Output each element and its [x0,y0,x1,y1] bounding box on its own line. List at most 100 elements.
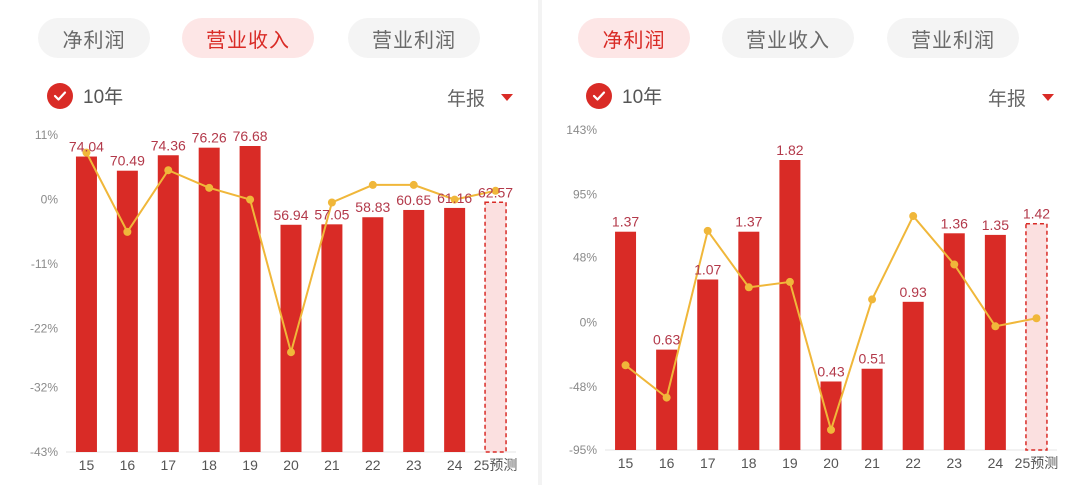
ten-year-toggle[interactable]: 10年 [586,82,662,109]
x-tick-label: 24 [447,457,463,473]
revenue-chart: 11% 0% -11% -22% -32% -43% 74.04 70.49 74.36 76.2… [30,128,518,473]
panel-revenue: 净利润 营业收入 营业利润 10年 年报 11% 0% -11% -22% -32% -4… [0,0,535,485]
bar-value-label: 76.68 [233,128,268,144]
net-profit-chart: 143% 95% 48% 0% -48% -95% 1.37 0.63 1.07 1.37 1.82… [566,123,1059,471]
x-tick-label: 24 [988,455,1004,471]
bar-value-label: 74.04 [69,139,104,155]
x-tick-label: 25预测 [1015,455,1059,471]
bar [403,209,425,452]
bar-value-label: 1.42 [1023,206,1050,222]
bar-value-label: 1.36 [941,215,968,231]
ten-year-label: 10年 [83,87,124,108]
x-tick-label: 20 [823,455,839,471]
x-tick-label: 21 [864,455,880,471]
chevron-down-icon [501,94,514,101]
growth-point [827,425,835,434]
x-tick-label: 15 [79,457,95,473]
period-select[interactable]: 年报 [447,84,514,111]
bar [157,155,179,452]
period-label: 年报 [447,89,486,110]
growth-point [662,393,671,402]
period-label: 年报 [988,89,1027,110]
growth-point [368,180,377,189]
x-tick-label: 18 [741,455,757,471]
growth-point [491,186,500,195]
growth-point [950,260,959,269]
x-tick-label: 19 [782,455,798,471]
x-tick-label: 19 [242,457,258,473]
bar [943,233,965,450]
x-tick-label: 22 [905,455,921,471]
growth-point [991,322,1000,331]
x-tick-label: 23 [406,457,422,473]
period-select[interactable]: 年报 [988,84,1055,111]
x-tick-label: 21 [324,457,340,473]
growth-point [246,195,255,204]
x-tick-label: 16 [120,457,136,473]
growth-point [205,183,214,192]
bar [861,368,883,450]
y-tick-label: -22% [30,322,58,336]
x-tick-label: 15 [618,455,634,471]
x-tick-label: 22 [365,457,381,473]
bar-value-label: 76.26 [192,130,227,146]
bar [116,170,138,452]
growth-point [82,148,91,157]
bar-value-label: 1.07 [694,262,721,278]
x-tick-label: 25预测 [474,457,518,473]
y-tick-label: -43% [30,445,58,459]
bar [239,146,261,452]
growth-point [164,166,173,175]
y-tick-label: -95% [569,443,597,457]
growth-point [287,348,295,357]
bar [321,224,343,452]
bar [902,301,924,450]
bar [697,279,719,450]
chevron-down-icon [1042,94,1055,101]
bar-value-label: 0.63 [653,332,680,348]
bar [444,207,466,452]
bar-value-label: 70.49 [110,153,145,169]
bar-value-label: 56.94 [273,207,308,223]
tab-operating-profit[interactable]: 营业利润 [887,18,1019,58]
x-tick-label: 23 [946,455,962,471]
bar [820,381,842,450]
bar-value-label: 0.93 [900,284,927,300]
bar-value-label: 57.05 [314,206,349,222]
bar [280,224,302,452]
bar [615,231,637,450]
growth-point [123,227,132,236]
x-tick-label: 20 [283,457,299,473]
growth-point [744,283,753,292]
tab-net-profit[interactable]: 净利润 [578,18,690,58]
y-tick-label: 0% [580,315,598,329]
growth-point [909,212,918,221]
growth-point [450,195,459,204]
panel-net-profit: 净利润 营业收入 营业利润 10年 年报 143% 95% 48% 0% -48% -95… [545,0,1080,485]
growth-point [703,226,712,235]
forecast-bar [1025,222,1048,451]
bar [738,231,760,450]
tab-revenue[interactable]: 营业收入 [722,18,854,58]
bar-value-label: 62.57 [478,184,513,200]
growth-point [409,180,418,189]
y-tick-label: 95% [573,188,597,202]
growth-point [1032,314,1041,323]
tab-operating-profit[interactable]: 营业利润 [348,18,480,58]
ten-year-toggle[interactable]: 10年 [47,82,123,109]
bar-value-label: 1.82 [776,142,803,158]
bar-value-label: 0.43 [817,363,844,379]
y-tick-label: 48% [573,251,597,265]
bar-value-label: 60.65 [396,192,431,208]
tab-revenue[interactable]: 营业收入 [182,18,314,58]
forecast-bar [484,201,507,453]
tab-net-profit[interactable]: 净利润 [38,18,150,58]
y-tick-label: 11% [35,128,58,142]
growth-point [785,277,794,286]
bar-value-label: 74.36 [151,137,186,153]
ten-year-label: 10年 [622,87,663,108]
bar-value-label: 0.51 [858,351,885,367]
panel-divider [538,0,542,485]
x-tick-label: 17 [160,457,176,473]
x-tick-label: 17 [700,455,716,471]
